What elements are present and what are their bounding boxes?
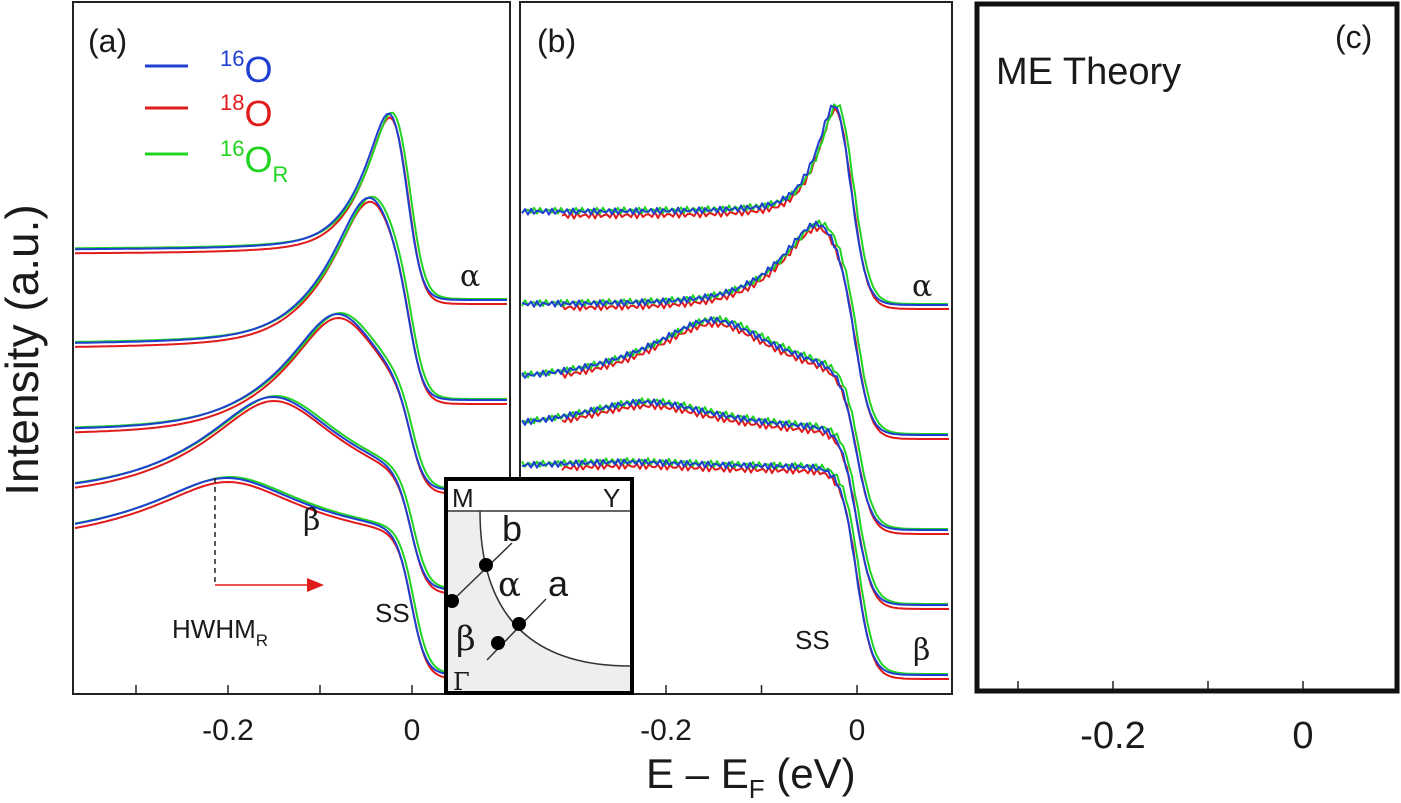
edc-curve-2-series-3 [74, 196, 507, 401]
inset-label-y: Y [603, 483, 620, 513]
edc-curve-4-series-1 [74, 400, 507, 595]
tick-label-b-neg02: -0.2 [640, 714, 692, 747]
inset-dot-2 [479, 558, 493, 572]
edc-curve-5-series-2 [521, 457, 948, 675]
x-ticks [135, 681, 1304, 693]
panel-b-frame [519, 1, 953, 695]
edc-curve-4-series-3 [521, 398, 948, 606]
edc-curve-2-series-3 [521, 220, 948, 436]
annotation-beta-a: β [303, 503, 320, 538]
edc-curve-2-series-1 [74, 200, 507, 405]
legend: 16O 18O 16OR [145, 46, 288, 187]
panel-a-frame [72, 1, 511, 695]
tick-label-a-0: 0 [404, 714, 421, 747]
panel-c-frame [974, 1, 1400, 694]
edc-curve-3-series-3 [521, 316, 948, 531]
edc-curve-1-series-1 [561, 106, 949, 310]
legend-label-16o: 16O [220, 46, 273, 90]
legend-label-16or: 16OR [220, 136, 288, 187]
tick-label-b-0: 0 [849, 714, 866, 747]
annotation-ss-b: SS [795, 625, 830, 655]
edc-curve-4-series-1 [561, 402, 949, 610]
panel-b-label: (b) [537, 23, 576, 59]
annotation-ss-a: SS [375, 598, 410, 628]
edc-curve-2-series-1 [561, 224, 949, 440]
panel-a-curves [74, 111, 507, 680]
inset-label-m: M [452, 483, 474, 513]
y-axis-label: Intensity (a.u.) [0, 204, 48, 495]
edc-curve-4-series-2 [521, 397, 948, 605]
panel-c-label: (c) [1335, 19, 1372, 55]
edc-curve-1-series-2 [521, 103, 948, 305]
hwhm-arrow-head [307, 578, 324, 592]
inset-label-a: a [548, 563, 569, 604]
inset-label-gamma: Γ [453, 668, 470, 696]
panel-c-title: ME Theory [996, 51, 1181, 93]
edc-curve-1-series-3 [521, 104, 948, 306]
x-axis-label: E – EF (eV) [646, 750, 856, 803]
inset-label-beta: β [456, 619, 476, 659]
annotation-hwhm: HWHMR [172, 614, 268, 650]
edc-curve-3-series-1 [74, 317, 507, 495]
tick-label-c-neg02: -0.2 [1080, 715, 1145, 757]
inset-label-alpha: α [498, 565, 521, 605]
inset-cut-b [450, 542, 513, 603]
edc-curve-5-series-3 [521, 458, 948, 676]
edc-curve-5-series-3 [74, 477, 507, 676]
annotation-beta-b: β [913, 633, 930, 668]
panel-a-label: (a) [88, 23, 127, 59]
edc-curve-3-series-2 [521, 315, 948, 530]
edc-curve-4-series-3 [74, 396, 507, 591]
edc-curve-1-series-3 [75, 112, 507, 301]
inset-label-b: b [502, 508, 522, 549]
inset-dot-4 [491, 636, 505, 650]
annotation-alpha-a: α [460, 259, 480, 294]
legend-label-18o: 18O [220, 90, 273, 134]
tick-label-a-neg02: -0.2 [202, 714, 254, 747]
panel-b-curves [521, 103, 949, 680]
edc-curve-3-series-3 [74, 313, 507, 491]
edc-curve-1-series-2 [75, 111, 507, 300]
annotation-alpha-b: α [912, 269, 932, 304]
inset-dot-3 [512, 617, 526, 631]
inset-brillouin-zone: M Y Γ b a α β [444, 477, 634, 696]
edc-curve-5-series-1 [74, 481, 507, 680]
inset-dot-1 [445, 594, 459, 608]
edc-curve-1-series-1 [75, 116, 507, 305]
tick-label-c-0: 0 [1292, 715, 1313, 757]
edc-curve-5-series-1 [561, 462, 949, 680]
